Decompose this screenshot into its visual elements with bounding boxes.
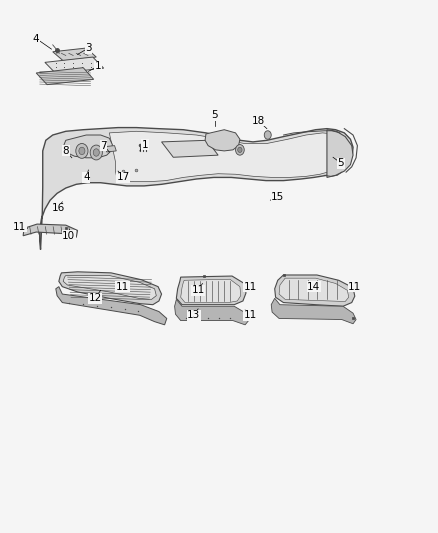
Text: 12: 12 bbox=[88, 293, 102, 303]
Polygon shape bbox=[59, 272, 162, 305]
Polygon shape bbox=[56, 287, 167, 325]
Text: 1: 1 bbox=[95, 61, 101, 71]
Text: 14: 14 bbox=[307, 281, 321, 292]
Text: 11: 11 bbox=[191, 285, 205, 295]
Polygon shape bbox=[205, 130, 240, 151]
Polygon shape bbox=[63, 135, 113, 158]
Text: 1: 1 bbox=[142, 140, 148, 150]
Text: 11: 11 bbox=[244, 281, 257, 292]
Polygon shape bbox=[175, 300, 249, 325]
Polygon shape bbox=[110, 131, 346, 182]
Polygon shape bbox=[181, 279, 241, 303]
Circle shape bbox=[79, 147, 85, 155]
Polygon shape bbox=[105, 146, 116, 152]
Circle shape bbox=[93, 149, 99, 156]
Text: 13: 13 bbox=[187, 310, 200, 320]
Polygon shape bbox=[271, 298, 356, 324]
Text: 4: 4 bbox=[83, 172, 89, 182]
Polygon shape bbox=[162, 140, 218, 157]
Text: 7: 7 bbox=[100, 141, 107, 151]
Polygon shape bbox=[53, 48, 96, 61]
Polygon shape bbox=[36, 68, 94, 85]
Polygon shape bbox=[45, 57, 104, 74]
Text: 15: 15 bbox=[271, 191, 284, 201]
Text: 16: 16 bbox=[51, 203, 64, 213]
Text: 11: 11 bbox=[116, 281, 129, 292]
Text: 4: 4 bbox=[33, 34, 39, 44]
Text: 17: 17 bbox=[117, 172, 130, 182]
Polygon shape bbox=[40, 127, 353, 249]
Polygon shape bbox=[23, 224, 78, 237]
Text: 5: 5 bbox=[212, 110, 218, 120]
Text: 11: 11 bbox=[13, 222, 26, 232]
Polygon shape bbox=[327, 130, 353, 177]
Circle shape bbox=[90, 145, 102, 160]
Polygon shape bbox=[279, 278, 349, 302]
Circle shape bbox=[264, 131, 271, 139]
Text: 8: 8 bbox=[63, 146, 69, 156]
Polygon shape bbox=[63, 276, 156, 300]
Text: 11: 11 bbox=[244, 310, 257, 320]
Circle shape bbox=[236, 144, 244, 155]
Text: 3: 3 bbox=[85, 43, 92, 53]
Circle shape bbox=[76, 143, 88, 158]
Text: 11: 11 bbox=[348, 281, 361, 292]
Circle shape bbox=[238, 147, 242, 152]
Polygon shape bbox=[177, 276, 246, 305]
Text: 10: 10 bbox=[62, 231, 75, 241]
Text: 5: 5 bbox=[338, 158, 344, 168]
Polygon shape bbox=[275, 275, 355, 306]
Text: 18: 18 bbox=[251, 116, 265, 126]
